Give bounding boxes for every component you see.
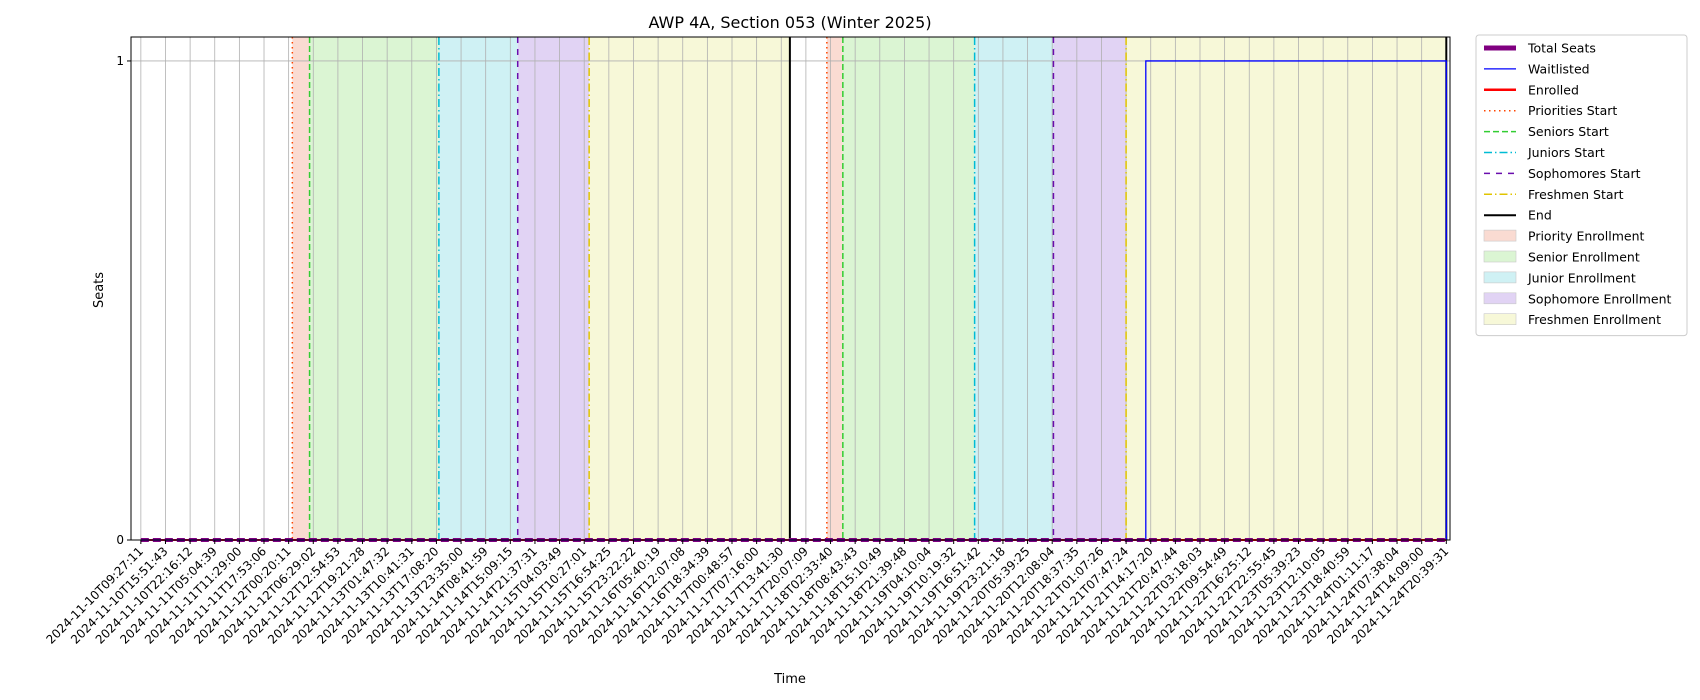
period-spans <box>292 37 1447 540</box>
legend-label: Total Seats <box>1527 41 1596 56</box>
legend-swatch <box>1483 229 1517 242</box>
legend-label: Seniors Start <box>1528 124 1609 139</box>
legend-label: Freshmen Start <box>1528 187 1624 202</box>
legend: Total Seats Waitlisted Enrolled Priorities … <box>1475 34 1688 337</box>
legend-label: Juniors Start <box>1527 145 1605 160</box>
legend-swatch <box>1483 292 1517 305</box>
legend-label: Sophomores Start <box>1528 166 1641 181</box>
legend-label: Freshmen Enrollment <box>1528 312 1661 327</box>
chart-title: AWP 4A, Section 053 (Winter 2025) <box>648 13 931 32</box>
plot-area <box>130 36 1451 542</box>
period-span <box>1053 37 1127 540</box>
legend-label: Enrolled <box>1528 82 1579 97</box>
gridlines <box>131 37 1450 541</box>
period-span <box>292 37 310 540</box>
period-span <box>1126 37 1447 540</box>
period-span <box>974 37 1054 540</box>
legend-swatch <box>1483 271 1517 284</box>
legend-label: Priority Enrollment <box>1528 229 1645 244</box>
y-axis: 01 <box>116 54 131 547</box>
period-span <box>589 37 790 540</box>
y-tick-label: 1 <box>116 54 124 68</box>
legend-label: Junior Enrollment <box>1527 270 1636 285</box>
period-span <box>309 37 439 540</box>
y-axis-label: Seats <box>92 272 107 308</box>
x-axis: 2024-11-10T09:27:112024-11-10T15:51:4320… <box>43 540 1451 647</box>
legend-box <box>1475 34 1688 337</box>
legend-label: Waitlisted <box>1528 61 1590 76</box>
period-span <box>842 37 975 540</box>
legend-label: Priorities Start <box>1528 103 1617 118</box>
x-axis-label: Time <box>773 672 806 687</box>
y-tick-label: 0 <box>116 533 124 547</box>
plot-frame <box>130 36 1451 541</box>
period-span <box>517 37 590 540</box>
legend-label: Senior Enrollment <box>1528 250 1640 265</box>
period-span <box>826 37 843 540</box>
period-span <box>438 37 518 540</box>
legend-swatch <box>1483 250 1517 263</box>
legend-label: End <box>1528 208 1552 223</box>
legend-swatch <box>1483 313 1517 326</box>
legend-label: Sophomore Enrollment <box>1528 291 1672 306</box>
